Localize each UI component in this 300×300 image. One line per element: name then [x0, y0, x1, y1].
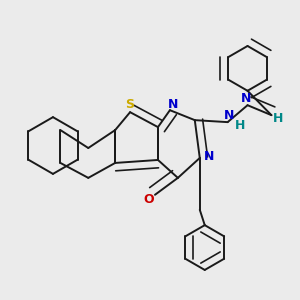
Text: N: N — [224, 109, 234, 122]
Text: O: O — [144, 193, 154, 206]
Text: S: S — [126, 98, 135, 111]
Text: H: H — [234, 118, 245, 132]
Text: N: N — [203, 150, 214, 163]
Text: N: N — [241, 92, 251, 105]
Text: N: N — [168, 98, 178, 111]
Text: H: H — [273, 112, 283, 124]
